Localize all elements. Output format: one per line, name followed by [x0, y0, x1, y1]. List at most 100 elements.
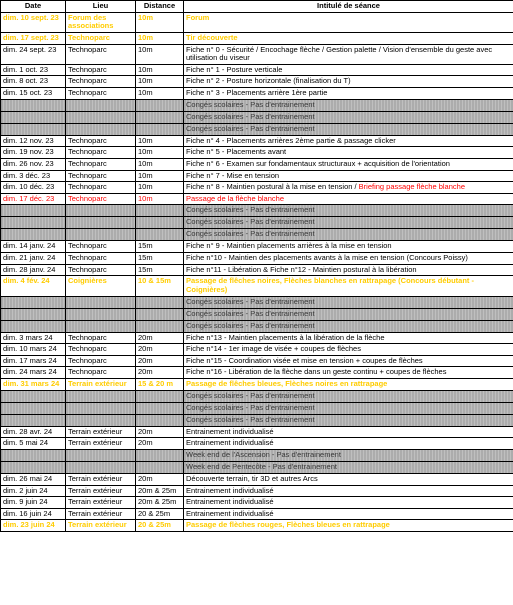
- cell-date: dim. 17 mars 24: [1, 355, 66, 367]
- cell-date: dim. 12 nov. 23: [1, 135, 66, 147]
- table-row: dim. 31 mars 24Terrain extérieur15 & 20 …: [1, 379, 513, 391]
- cell-intitule: Entrainement individualisé: [184, 508, 513, 520]
- cell-lieu: Technoparc: [66, 158, 136, 170]
- cell-intitule: Congés scolaires - Pas d'entrainement: [184, 320, 513, 332]
- cell-intitule: Congés scolaires - Pas d'entrainement: [184, 296, 513, 308]
- cell-lieu: Technoparc: [66, 182, 136, 194]
- cell-lieu: Technoparc: [66, 44, 136, 64]
- cell-dist: 20m: [136, 438, 184, 450]
- cell-lieu: Technoparc: [66, 264, 136, 276]
- table-row: dim. 3 déc. 23Technoparc10mFiche n° 7 - …: [1, 170, 513, 182]
- cell-date: dim. 3 déc. 23: [1, 170, 66, 182]
- cell-dist: 20 & 25m: [136, 520, 184, 532]
- cell-dist: 10m: [136, 32, 184, 44]
- header-date: Date: [1, 1, 66, 13]
- cell-dist: 10m: [136, 44, 184, 64]
- cell-dist: [136, 402, 184, 414]
- cell-date: [1, 320, 66, 332]
- cell-intitule: Congés scolaires - Pas d'entrainement: [184, 205, 513, 217]
- cell-lieu: Technoparc: [66, 193, 136, 205]
- cell-intitule: Passage de flêches noires, Flèches blanc…: [184, 276, 513, 296]
- table-row: Congés scolaires - Pas d'entrainement: [1, 229, 513, 241]
- cell-dist: 10m: [136, 88, 184, 100]
- cell-intitule: Fiche n° 4 - Placements arrières 2ème pa…: [184, 135, 513, 147]
- table-row: Congés scolaires - Pas d'entrainement: [1, 99, 513, 111]
- table-row: Week end de Pentecôte - Pas d'entraineme…: [1, 461, 513, 473]
- cell-intitule: Fiche n°15 - Coordination visée et mise …: [184, 355, 513, 367]
- table-row: Congés scolaires - Pas d'entrainement: [1, 320, 513, 332]
- table-row: dim. 28 avr. 24Terrain extérieur20mEntra…: [1, 426, 513, 438]
- cell-date: [1, 296, 66, 308]
- cell-date: [1, 111, 66, 123]
- cell-intitule: Fiche n°14 - 1er image de visée + coupes…: [184, 344, 513, 356]
- cell-intitule: Fiche n° 6 - Examen sur fondamentaux str…: [184, 158, 513, 170]
- cell-lieu: Technoparc: [66, 241, 136, 253]
- cell-intitule: Fiche n° 5 - Placements avant: [184, 147, 513, 159]
- cell-intitule: Entrainement individualisé: [184, 485, 513, 497]
- cell-date: [1, 217, 66, 229]
- cell-lieu: [66, 123, 136, 135]
- cell-lieu: Technoparc: [66, 64, 136, 76]
- cell-lieu: Technoparc: [66, 170, 136, 182]
- table-row: dim. 17 déc. 23Technoparc10mPassage de l…: [1, 193, 513, 205]
- cell-lieu: Coignières: [66, 276, 136, 296]
- cell-date: dim. 9 juin 24: [1, 497, 66, 509]
- cell-lieu: Technoparc: [66, 135, 136, 147]
- table-row: dim. 24 sept. 23Technoparc10mFiche n° 0 …: [1, 44, 513, 64]
- table-row: dim. 16 juin 24Terrain extérieur20 & 25m…: [1, 508, 513, 520]
- header-intitule: Intitulé de séance: [184, 1, 513, 13]
- cell-intitule: Week end de Pentecôte - Pas d'entraineme…: [184, 461, 513, 473]
- cell-dist: 15m: [136, 241, 184, 253]
- table-row: dim. 8 oct. 23Technoparc10mFiche n° 2 - …: [1, 76, 513, 88]
- cell-lieu: [66, 205, 136, 217]
- cell-dist: 20m: [136, 367, 184, 379]
- cell-date: dim. 8 oct. 23: [1, 76, 66, 88]
- cell-intitule: Fiche n° 1 - Posture verticale: [184, 64, 513, 76]
- cell-lieu: [66, 402, 136, 414]
- cell-intitule: Congés scolaires - Pas d'entrainement: [184, 217, 513, 229]
- cell-intitule: Fiche n°13 - Maintien placements à la li…: [184, 332, 513, 344]
- cell-dist: 10 & 15m: [136, 276, 184, 296]
- cell-date: dim. 15 oct. 23: [1, 88, 66, 100]
- table-row: dim. 1 oct. 23Technoparc10mFiche n° 1 - …: [1, 64, 513, 76]
- cell-dist: [136, 390, 184, 402]
- cell-intitule-extra: Briefing passage flèche blanche: [359, 182, 465, 191]
- cell-date: dim. 19 nov. 23: [1, 147, 66, 159]
- cell-date: dim. 24 mars 24: [1, 367, 66, 379]
- cell-date: [1, 449, 66, 461]
- cell-dist: [136, 229, 184, 241]
- cell-dist: [136, 320, 184, 332]
- table-row: Congés scolaires - Pas d'entrainement: [1, 111, 513, 123]
- cell-lieu: Terrain extérieur: [66, 426, 136, 438]
- cell-intitule: Week end de l'Ascension - Pas d'entraine…: [184, 449, 513, 461]
- table-row: dim. 4 fév. 24Coignières10 & 15mPassage …: [1, 276, 513, 296]
- cell-intitule: Fiche n°11 - Libération & Fiche n°12 - M…: [184, 264, 513, 276]
- cell-dist: 20m: [136, 355, 184, 367]
- cell-lieu: [66, 414, 136, 426]
- cell-dist: [136, 296, 184, 308]
- cell-dist: 10m: [136, 135, 184, 147]
- cell-date: dim. 1 oct. 23: [1, 64, 66, 76]
- cell-lieu: [66, 217, 136, 229]
- cell-date: dim. 10 déc. 23: [1, 182, 66, 194]
- cell-intitule: Fiche n° 9 - Maintien placements arrière…: [184, 241, 513, 253]
- cell-dist: [136, 217, 184, 229]
- table-row: dim. 21 janv. 24Technoparc15mFiche n°10 …: [1, 253, 513, 265]
- cell-lieu: Technoparc: [66, 32, 136, 44]
- table-row: Congés scolaires - Pas d'entrainement: [1, 123, 513, 135]
- cell-lieu: Terrain extérieur: [66, 379, 136, 391]
- header-row: Date Lieu Distance Intitulé de séance: [1, 1, 513, 13]
- cell-dist: [136, 123, 184, 135]
- cell-intitule: Passage de la flèche blanche: [184, 193, 513, 205]
- cell-date: dim. 17 sept. 23: [1, 32, 66, 44]
- cell-dist: [136, 449, 184, 461]
- cell-dist: 10m: [136, 12, 184, 32]
- cell-intitule: Fiche n° 8 - Maintien postural à la mise…: [184, 182, 513, 194]
- cell-intitule: Passage de flèches rouges, Flèches bleue…: [184, 520, 513, 532]
- table-row: dim. 10 sept. 23Forum des associations10…: [1, 12, 513, 32]
- header-lieu: Lieu: [66, 1, 136, 13]
- table-row: Congés scolaires - Pas d'entrainement: [1, 308, 513, 320]
- cell-intitule: Fiche n° 0 - Sécurité / Encochage flèche…: [184, 44, 513, 64]
- cell-intitule: Fiche n°10 - Maintien des placements ava…: [184, 253, 513, 265]
- cell-lieu: Terrain extérieur: [66, 438, 136, 450]
